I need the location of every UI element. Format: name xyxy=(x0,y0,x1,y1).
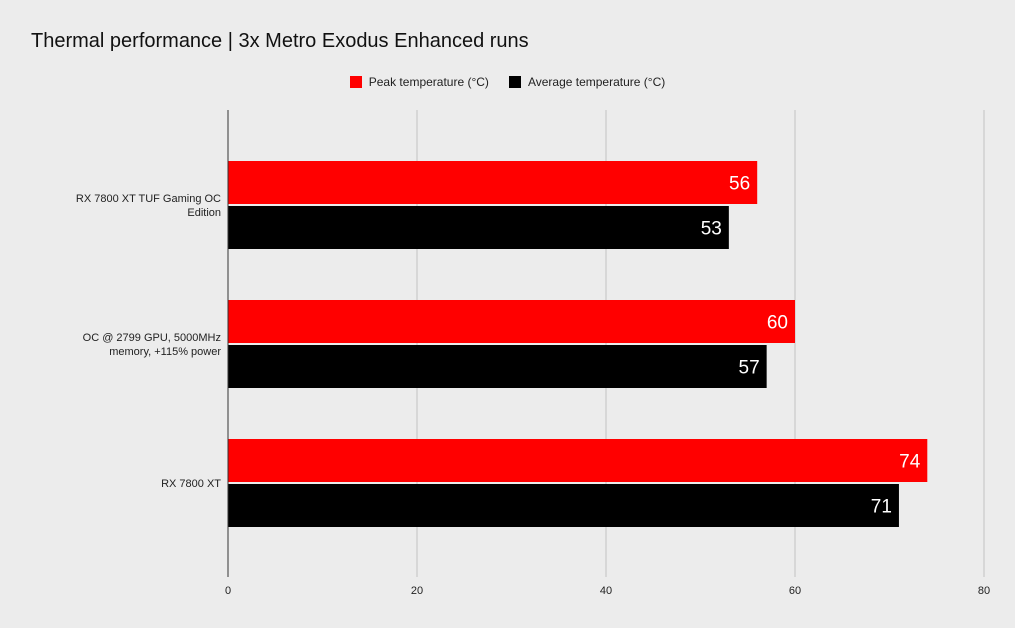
data-label-average-1: 53 xyxy=(701,219,722,240)
chart-title: Thermal performance | 3x Metro Exodus En… xyxy=(31,30,529,52)
x-tick-label-20: 20 xyxy=(411,585,423,597)
bar-peak-2 xyxy=(228,300,795,343)
legend-item-peak: Peak temperature (°C) xyxy=(349,75,489,89)
data-label-peak-1: 56 xyxy=(729,174,750,195)
bar-average-1 xyxy=(228,206,729,249)
legend-swatch-average xyxy=(508,76,521,88)
legend-label-peak: Peak temperature (°C) xyxy=(368,75,489,89)
category-label-3-line-1: RX 7800 XT xyxy=(161,478,221,490)
legend-label-average: Average temperature (°C) xyxy=(527,75,666,89)
legend-swatch-peak xyxy=(349,76,362,88)
x-tick-label-80: 80 xyxy=(978,585,990,597)
data-label-peak-3: 74 xyxy=(899,452,921,473)
x-tick-label-0: 0 xyxy=(225,585,231,597)
chart-legend: Peak temperature (°C) Average temperatur… xyxy=(0,75,1015,89)
x-tick-label-40: 40 xyxy=(600,585,612,597)
data-label-peak-2: 60 xyxy=(767,313,788,334)
bar-average-2 xyxy=(228,345,767,388)
category-label-1-line-1: RX 7800 XT TUF Gaming OC xyxy=(76,193,221,205)
x-tick-label-60: 60 xyxy=(789,585,801,597)
category-label-2-line-1: OC @ 2799 GPU, 5000MHz xyxy=(83,332,221,344)
legend-item-average: Average temperature (°C) xyxy=(508,75,666,89)
category-label-1-line-2: Edition xyxy=(187,207,221,219)
bar-average-3 xyxy=(228,484,899,527)
data-label-average-3: 71 xyxy=(871,497,892,518)
bar-peak-3 xyxy=(228,439,928,482)
bar-peak-1 xyxy=(228,161,758,204)
category-label-2-line-2: memory, +115% power xyxy=(109,346,221,358)
data-label-average-2: 57 xyxy=(739,358,760,379)
